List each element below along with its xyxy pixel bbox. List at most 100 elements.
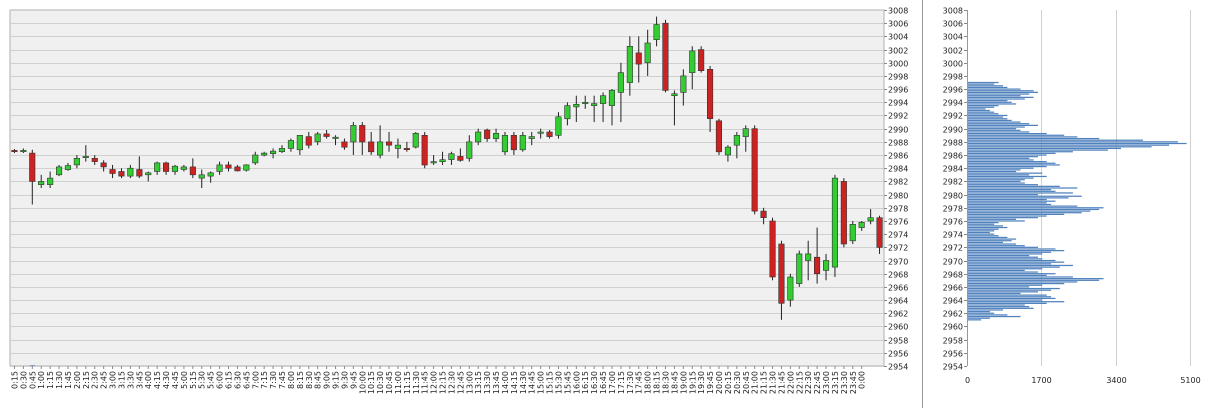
x-tick-label: 10:15 xyxy=(367,371,376,394)
profile-bar xyxy=(968,90,1034,92)
profile-bar xyxy=(968,289,1052,291)
x-tick-label: 8:15 xyxy=(296,371,305,389)
x-tick-label: 22:15 xyxy=(795,371,804,394)
profile-bar xyxy=(968,302,1047,304)
candle-body xyxy=(724,146,732,156)
candle-body xyxy=(314,133,321,143)
profile-bar xyxy=(968,93,1030,95)
x-tick-label: 17:15 xyxy=(617,371,626,394)
x-tick-label: 2:00 xyxy=(73,371,82,389)
profile-bar xyxy=(968,195,1082,197)
candle-body xyxy=(154,162,161,172)
y-tick-label: 3002 xyxy=(888,47,908,56)
candle-body xyxy=(706,69,714,120)
x-tick-label: 19:00 xyxy=(679,371,688,394)
candle-body xyxy=(421,135,428,166)
profile-bar xyxy=(968,279,1100,281)
y-tick-label: 3004 xyxy=(888,33,908,42)
y-tick-label: 2962 xyxy=(888,310,908,319)
candle-body xyxy=(769,220,776,278)
candle-body xyxy=(412,133,419,148)
candle-body xyxy=(492,133,500,139)
profile-bar xyxy=(968,132,1047,135)
profile-bar xyxy=(968,258,1043,260)
profile-bar xyxy=(968,213,1065,215)
profile-bar xyxy=(968,167,1034,169)
profile-bar xyxy=(968,161,1047,163)
profile-y-tick-label: 2988 xyxy=(943,139,963,148)
profile-y-tick-label: 2996 xyxy=(943,86,963,95)
candle-body xyxy=(867,217,874,222)
candle-body xyxy=(341,141,348,148)
candle-body xyxy=(858,222,865,228)
profile-y-tick-label: 3000 xyxy=(943,60,963,69)
x-tick-label: 11:45 xyxy=(421,371,430,394)
profile-bar xyxy=(968,253,1043,255)
profile-bar xyxy=(968,264,1073,267)
profile-bar xyxy=(968,175,1047,178)
profile-bar xyxy=(968,149,1108,151)
candle-body xyxy=(840,181,847,245)
candle-body xyxy=(11,150,18,152)
profile-bar xyxy=(968,287,1060,290)
x-tick-label: 23:45 xyxy=(849,371,858,394)
profile-bar xyxy=(968,116,1003,118)
profile-bar xyxy=(968,152,1056,155)
profile-bar xyxy=(968,113,999,115)
profile-y-tick-label: 2990 xyxy=(943,126,963,135)
x-tick-label: 17:45 xyxy=(635,371,644,394)
candle-body xyxy=(376,141,384,156)
x-tick-label: 13:15 xyxy=(474,371,483,394)
candle-body xyxy=(475,131,482,143)
x-tick-label: 20:45 xyxy=(742,371,751,394)
profile-bar xyxy=(968,174,1030,176)
profile-y-tick-label: 2972 xyxy=(943,244,963,253)
profile-bar xyxy=(968,177,1034,179)
profile-y-tick-label: 2982 xyxy=(943,178,963,187)
profile-y-tick-label: 2956 xyxy=(943,350,963,359)
candle-body xyxy=(662,22,669,91)
profile-bar xyxy=(968,88,1021,90)
candle-body xyxy=(635,52,642,65)
profile-bar xyxy=(968,128,1017,130)
y-tick-label: 2980 xyxy=(888,192,908,201)
x-tick-label: 14:30 xyxy=(519,371,528,394)
profile-y-tick-label: 2984 xyxy=(943,165,963,174)
profile-bar xyxy=(968,134,1065,136)
y-tick-label: 2964 xyxy=(888,297,908,306)
profile-bar xyxy=(968,189,1052,191)
candle-body xyxy=(394,144,402,149)
profile-bar xyxy=(968,221,999,224)
candle-body xyxy=(287,140,295,149)
profile-y-tick-label: 2970 xyxy=(943,258,963,267)
candle-body xyxy=(733,135,740,146)
profile-bar xyxy=(968,235,999,237)
profile-bar xyxy=(968,261,1065,263)
profile-bar xyxy=(968,121,1021,123)
candle-body xyxy=(64,165,71,170)
profile-y-tick-label: 2974 xyxy=(943,231,963,240)
x-tick-label: 9:30 xyxy=(340,371,349,389)
y-tick-label: 2974 xyxy=(888,231,908,240)
profile-bar xyxy=(968,101,1012,103)
x-tick-label: 18:45 xyxy=(670,371,679,394)
y-tick-label: 2998 xyxy=(888,73,908,82)
y-tick-label: 2960 xyxy=(888,323,908,332)
candle-body xyxy=(350,125,357,143)
x-tick-label: 22:00 xyxy=(786,371,795,394)
x-tick-label: 8:45 xyxy=(314,371,323,389)
profile-bar xyxy=(968,137,1100,140)
profile-bar xyxy=(968,301,1065,303)
y-tick-label: 2984 xyxy=(888,165,908,174)
profile-bar xyxy=(968,223,995,225)
x-tick-label: 16:45 xyxy=(599,371,608,394)
profile-y-tick-label: 2964 xyxy=(943,297,963,306)
x-tick-label: 17:00 xyxy=(608,371,617,394)
y-tick-label: 2968 xyxy=(888,271,908,280)
candle-body xyxy=(359,125,366,143)
profile-bar xyxy=(968,299,1043,301)
x-tick-label: 19:45 xyxy=(706,371,715,394)
profile-bar xyxy=(968,190,1056,192)
profile-bar xyxy=(968,198,1047,201)
